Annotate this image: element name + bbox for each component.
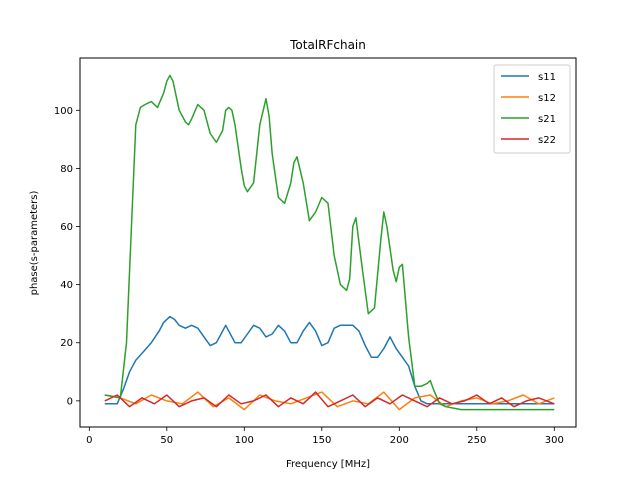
plot-lines	[104, 74, 555, 411]
series-line-s22	[104, 391, 555, 408]
x-tick-label: 150	[312, 435, 331, 446]
legend: s11 s12 s21 s22	[493, 64, 571, 154]
x-axis-label: Frequency [MHz]	[286, 459, 370, 470]
y-tick-label: 100	[54, 106, 73, 117]
x-tick-label: 200	[390, 435, 409, 446]
legend-label-s11: s11	[538, 72, 556, 83]
y-tick-label: 80	[60, 164, 73, 175]
y-axis-ticks: 0 20 40 60 80 100	[54, 106, 80, 407]
x-tick-label: 100	[235, 435, 254, 446]
y-tick-label: 0	[67, 396, 73, 407]
legend-label-s21: s21	[538, 114, 556, 125]
x-tick-label: 50	[160, 435, 173, 446]
series-line-s12	[104, 391, 555, 411]
x-tick-label: 250	[467, 435, 486, 446]
y-tick-label: 40	[60, 280, 73, 291]
series-line-s11	[104, 315, 555, 405]
x-tick-label: 0	[86, 435, 92, 446]
x-axis-ticks: 0 50 100 150 200 250 300	[86, 427, 564, 446]
plot-frame	[79, 57, 577, 428]
y-tick-label: 20	[60, 338, 73, 349]
chart-title: TotalRFchain	[289, 38, 366, 52]
y-tick-label: 60	[60, 222, 73, 233]
x-tick-label: 300	[545, 435, 564, 446]
series-line-s21	[104, 74, 555, 411]
y-axis-label: phase(s-parameters)	[29, 191, 40, 296]
legend-label-s12: s12	[538, 93, 556, 104]
legend-box	[493, 64, 571, 154]
legend-label-s22: s22	[538, 135, 556, 146]
